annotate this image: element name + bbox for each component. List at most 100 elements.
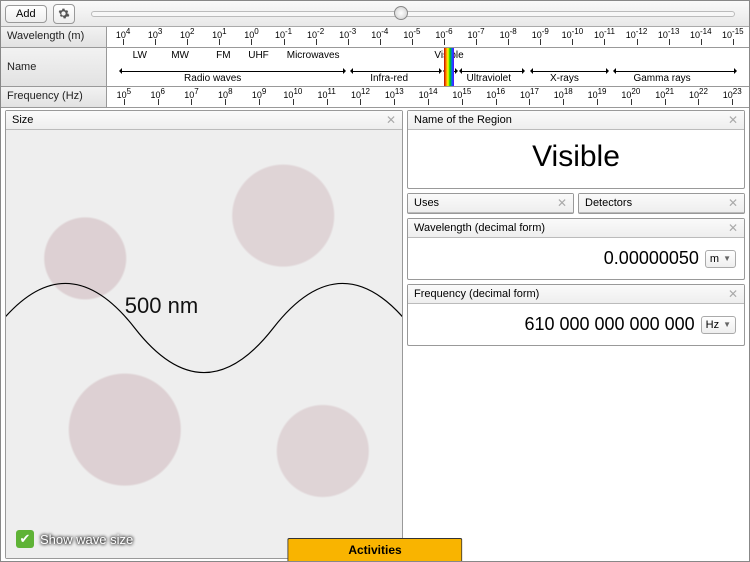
- band-label: Microwaves: [287, 50, 340, 61]
- detectors-panel-header: Detectors ✕: [579, 194, 744, 213]
- frequency-axis-label: Frequency (Hz): [1, 87, 107, 107]
- band-label: LW: [133, 50, 147, 61]
- main-content: Size ✕ 500 nm ✔ Show wave size: [1, 108, 749, 561]
- axis-tick: 106: [141, 87, 175, 107]
- axis-tick: 10-5: [396, 27, 428, 47]
- wave-size-label: 500 nm: [125, 293, 198, 319]
- band-label: FM: [216, 50, 230, 61]
- band-group-label: Radio waves: [184, 73, 241, 84]
- add-button[interactable]: Add: [5, 5, 47, 23]
- close-icon[interactable]: ✕: [728, 196, 738, 210]
- right-column: Name of the Region ✕ Visible Uses ✕: [407, 110, 745, 559]
- axis-tick: 1020: [614, 87, 648, 107]
- frequency-value-row: 610 000 000 000 000 Hz ▼: [408, 304, 744, 345]
- uses-panel-header: Uses ✕: [408, 194, 573, 213]
- axis-tick: 10-11: [588, 27, 620, 47]
- band-group-label: Ultraviolet: [467, 73, 511, 84]
- name-axis-label: Name: [1, 48, 107, 86]
- band-range-bar: [120, 71, 345, 72]
- axis-tick: 101: [203, 27, 235, 47]
- wavelength-value-row: 0.00000050 m ▼: [408, 238, 744, 279]
- axis-tick: 1019: [580, 87, 614, 107]
- visible-spectrum-marker: [444, 48, 454, 86]
- axis-tick: 10-1: [267, 27, 299, 47]
- size-panel-header: Size ✕: [6, 111, 402, 130]
- uses-panel: Uses ✕ SeeingPhotosynthesisPhotographyLa…: [407, 193, 574, 214]
- axis-tick: 104: [107, 27, 139, 47]
- region-value: Visible: [408, 130, 744, 188]
- axis-tick: 10-8: [492, 27, 524, 47]
- close-icon[interactable]: ✕: [728, 113, 738, 127]
- band-label: MW: [171, 50, 189, 61]
- wavelength-axis-label: Wavelength (m): [1, 27, 107, 47]
- uses-detectors-row: Uses ✕ SeeingPhotosynthesisPhotographyLa…: [407, 193, 745, 214]
- axis-tick: 10-4: [364, 27, 396, 47]
- axis-tick: 1012: [344, 87, 378, 107]
- size-panel-body: 500 nm ✔ Show wave size: [6, 130, 402, 558]
- settings-button[interactable]: [53, 4, 75, 24]
- axis-tick: 1018: [546, 87, 580, 107]
- name-axis-body: LWMWFMUHFMicrowavesRadio wavesInfra-redV…: [107, 48, 749, 86]
- frequency-axis-body: 1051061071081091010101110121013101410151…: [107, 87, 749, 107]
- region-panel: Name of the Region ✕ Visible: [407, 110, 745, 189]
- axis-tick: 1011: [310, 87, 344, 107]
- band-label: UHF: [248, 50, 269, 61]
- name-axis: Name LW MW FM UHF Microwaves Radio waves Infra…: [1, 48, 749, 87]
- close-icon[interactable]: ✕: [728, 221, 738, 235]
- frequency-panel-header: Frequency (decimal form) ✕: [408, 285, 744, 304]
- frequency-panel: Frequency (decimal form) ✕ 610 000 000 0…: [407, 284, 745, 346]
- spectrum-slider[interactable]: [91, 11, 735, 17]
- slider-knob[interactable]: [394, 6, 408, 20]
- wave-curve: [6, 130, 402, 486]
- size-panel-title: Size: [12, 114, 33, 126]
- chevron-down-icon: ▼: [723, 254, 731, 263]
- wavelength-value: 0.00000050: [604, 248, 699, 269]
- band-group-label: X-rays: [550, 73, 579, 84]
- axis-tick: 109: [242, 87, 276, 107]
- axis-tick: 105: [107, 87, 141, 107]
- uses-panel-title: Uses: [414, 197, 439, 209]
- close-icon[interactable]: ✕: [557, 196, 567, 210]
- axis-tick: 102: [171, 27, 203, 47]
- axis-tick: 10-7: [460, 27, 492, 47]
- activities-button[interactable]: Activities: [287, 538, 462, 561]
- axis-tick: 1010: [276, 87, 310, 107]
- axis-tick: 10-15: [717, 27, 749, 47]
- axis-tick: 10-10: [556, 27, 588, 47]
- band-range-bar: [531, 71, 608, 72]
- axis-tick: 1021: [648, 87, 682, 107]
- chevron-down-icon: ▼: [723, 320, 731, 329]
- frequency-value: 610 000 000 000 000: [524, 314, 694, 335]
- axis-tick: 1015: [445, 87, 479, 107]
- axis-tick: 107: [175, 87, 209, 107]
- axis-tick: 1022: [682, 87, 716, 107]
- axis-tick: 10-6: [428, 27, 460, 47]
- close-icon[interactable]: ✕: [386, 113, 396, 127]
- frequency-panel-title: Frequency (decimal form): [414, 288, 539, 300]
- toolbar: Add: [1, 1, 749, 27]
- axis-tick: 1014: [411, 87, 445, 107]
- band-group-label: Infra-red: [370, 73, 408, 84]
- frequency-axis: Frequency (Hz) 1051061071081091010101110…: [1, 87, 749, 108]
- size-panel: Size ✕ 500 nm ✔ Show wave size: [5, 110, 403, 559]
- frequency-unit-select[interactable]: Hz ▼: [701, 316, 736, 334]
- axis-tick: 10-9: [524, 27, 556, 47]
- wavelength-unit-label: m: [710, 253, 719, 265]
- frequency-unit-label: Hz: [706, 319, 719, 331]
- close-icon[interactable]: ✕: [728, 287, 738, 301]
- axis-tick: 108: [208, 87, 242, 107]
- show-wave-label: Show wave size: [40, 532, 133, 547]
- show-wave-toggle[interactable]: ✔ Show wave size: [16, 530, 133, 548]
- region-panel-title: Name of the Region: [414, 114, 512, 126]
- wavelength-axis: Wavelength (m) 10410310210110010-110-210…: [1, 27, 749, 48]
- axis-tick: 1016: [479, 87, 513, 107]
- left-column: Size ✕ 500 nm ✔ Show wave size: [5, 110, 403, 559]
- band-range-bar: [614, 71, 736, 72]
- wavelength-unit-select[interactable]: m ▼: [705, 250, 736, 268]
- region-panel-header: Name of the Region ✕: [408, 111, 744, 130]
- detectors-panel-title: Detectors: [585, 197, 632, 209]
- wavelength-panel-title: Wavelength (decimal form): [414, 222, 545, 234]
- axis-tick: 10-2: [300, 27, 332, 47]
- detectors-panel: Detectors ✕ EyesLight-dependent resist: [578, 193, 745, 214]
- axis-tick: 10-13: [653, 27, 685, 47]
